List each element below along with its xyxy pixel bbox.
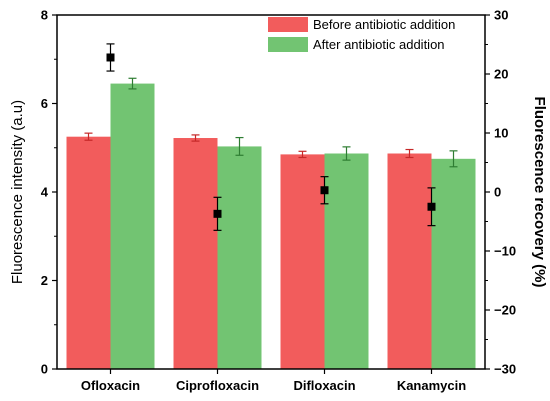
- y2-tick-label: −10: [494, 244, 516, 259]
- y-tick-label: 2: [41, 273, 48, 288]
- legend: Before antibiotic addition After antibiot…: [268, 17, 455, 52]
- x-tick-label: Difloxacin: [293, 378, 355, 393]
- x-tick-label: Ciprofloxacin: [176, 378, 259, 393]
- legend-label: After antibiotic addition: [313, 37, 445, 52]
- bar-after-difloxacin: [324, 153, 369, 369]
- bar-after-ciprofloxacin: [217, 146, 262, 369]
- y-tick-label: 0: [41, 362, 48, 377]
- y2-tick-label: 10: [494, 126, 508, 141]
- x-tick-label: Ofloxacin: [81, 378, 140, 393]
- legend-label: Before antibiotic addition: [313, 17, 455, 32]
- legend-swatch: [268, 37, 308, 52]
- recovery-point-kanamycin: [427, 202, 436, 211]
- x-tick-label: Kanamycin: [397, 378, 466, 393]
- y2-tick-label: −20: [494, 303, 516, 318]
- bar-before-ciprofloxacin: [173, 138, 218, 369]
- y-tick-label: 6: [41, 96, 48, 111]
- recovery-point-ciprofloxacin: [213, 209, 222, 218]
- y-axis-title: Fluorescence intensity (a.u): [9, 100, 26, 284]
- bar-after-ofloxacin: [110, 83, 155, 370]
- recovery-point-ofloxacin: [106, 53, 115, 62]
- bar-before-kanamycin: [387, 153, 432, 369]
- bar-before-ofloxacin: [66, 136, 111, 369]
- y2-tick-label: 0: [494, 185, 501, 200]
- bar-before-difloxacin: [280, 154, 325, 369]
- y-tick-label: 4: [41, 185, 49, 200]
- legend-swatch: [268, 17, 308, 32]
- y2-tick-label: −30: [494, 362, 516, 377]
- bar-after-kanamycin: [431, 158, 476, 369]
- y2-tick-label: 30: [494, 8, 508, 23]
- y-tick-label: 8: [41, 8, 48, 23]
- recovery-point-difloxacin: [320, 186, 329, 195]
- y2-tick-label: 20: [494, 67, 508, 82]
- y2-axis-title: Fluorescence recovery (%): [531, 97, 548, 288]
